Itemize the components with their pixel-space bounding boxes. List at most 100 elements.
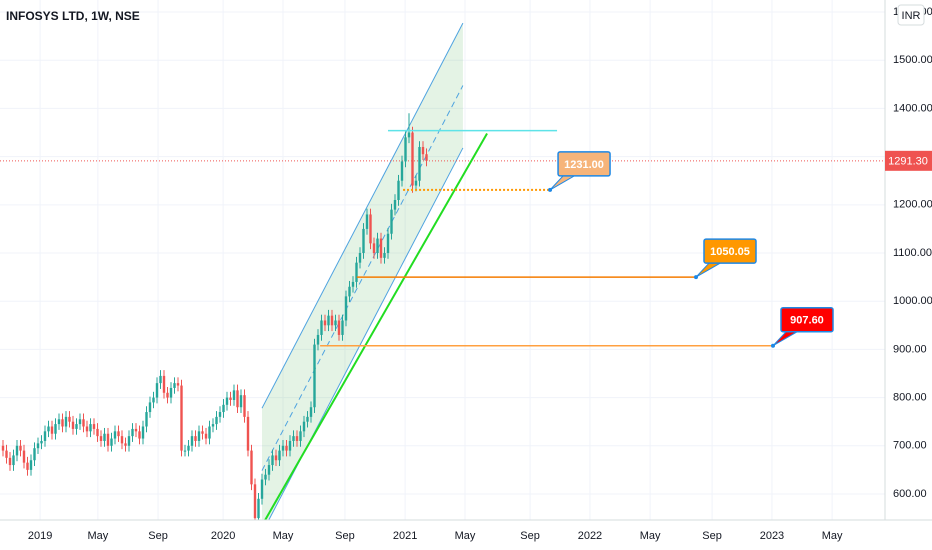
candle-body bbox=[411, 132, 414, 186]
candle-body bbox=[295, 436, 299, 441]
candle-body bbox=[316, 334, 320, 345]
candle-body bbox=[26, 462, 29, 470]
candle-body bbox=[330, 315, 334, 326]
candle-body bbox=[117, 431, 120, 437]
callout-box bbox=[703, 238, 757, 264]
candle-body bbox=[313, 344, 316, 408]
candle-body bbox=[355, 262, 358, 282]
candle-body bbox=[124, 443, 127, 446]
candle-body bbox=[141, 426, 145, 439]
candle-body bbox=[302, 421, 306, 432]
candle-body bbox=[320, 320, 323, 335]
candle-body bbox=[5, 450, 8, 458]
candle-body bbox=[110, 438, 113, 446]
candle-body bbox=[68, 416, 71, 422]
callout-anchor bbox=[548, 187, 553, 192]
candle-body bbox=[250, 450, 253, 485]
callout-box bbox=[780, 306, 834, 333]
y-tick-label: 600.00 bbox=[893, 488, 927, 500]
y-tick-label: 1100.00 bbox=[893, 247, 932, 259]
candle-body bbox=[43, 431, 47, 441]
candle-body bbox=[299, 431, 302, 441]
candle-body bbox=[50, 426, 54, 434]
candle-body bbox=[127, 436, 131, 446]
candle-body bbox=[148, 402, 152, 413]
y-tick-label: 900.00 bbox=[893, 343, 927, 355]
candle-body bbox=[236, 390, 239, 408]
x-tick-label: 2020 bbox=[211, 530, 235, 542]
chart-title: INFOSYS LTD, 1W, NSE bbox=[6, 9, 140, 23]
candle-body bbox=[36, 443, 40, 449]
candle-body bbox=[187, 445, 190, 451]
x-tick-label: Sep bbox=[335, 530, 355, 542]
y-tick-label: 800.00 bbox=[893, 391, 927, 403]
x-tick-label: 2022 bbox=[578, 530, 602, 542]
candle-body bbox=[152, 397, 155, 403]
candle-body bbox=[99, 436, 103, 441]
candle-body bbox=[323, 320, 327, 326]
last-price-label: 1291.30 bbox=[888, 156, 928, 168]
candle-body bbox=[393, 200, 397, 210]
candle-body bbox=[120, 436, 124, 444]
candle-body bbox=[225, 397, 229, 405]
candle-body bbox=[344, 296, 348, 321]
candle-body bbox=[173, 383, 176, 388]
candle-body bbox=[211, 424, 215, 427]
callout-label: 1231.00 bbox=[564, 159, 604, 171]
candle-body bbox=[239, 395, 243, 408]
grid bbox=[0, 0, 885, 520]
currency-button[interactable] bbox=[897, 4, 925, 26]
candle-body bbox=[12, 455, 15, 466]
candle-body bbox=[243, 395, 246, 417]
x-tick-label: 2019 bbox=[28, 530, 52, 542]
candle-body bbox=[19, 445, 22, 451]
candle-body bbox=[204, 433, 208, 439]
callout-label: 1050.05 bbox=[710, 246, 750, 258]
candle-body bbox=[180, 385, 183, 451]
last-price-badge bbox=[885, 150, 932, 171]
candle-body bbox=[222, 404, 225, 413]
time-axis bbox=[0, 520, 932, 550]
candle-body bbox=[194, 436, 197, 441]
callout-anchor bbox=[770, 343, 775, 348]
candle-body bbox=[386, 233, 390, 254]
candle-body bbox=[22, 450, 26, 463]
candle-body bbox=[348, 286, 351, 297]
candle-body bbox=[183, 450, 187, 452]
candle-body bbox=[61, 419, 64, 427]
candle-body bbox=[309, 407, 313, 417]
candle-body bbox=[369, 214, 372, 244]
candle-body bbox=[208, 426, 211, 439]
candle-body bbox=[400, 161, 404, 181]
y-tick-label: 1400.00 bbox=[893, 102, 932, 114]
candle-body bbox=[47, 426, 50, 432]
candle-body bbox=[404, 137, 407, 162]
candle-body bbox=[376, 238, 379, 254]
price-axis bbox=[885, 0, 932, 520]
candle-body bbox=[397, 180, 400, 200]
candle-body bbox=[337, 320, 341, 335]
candle-body bbox=[292, 436, 295, 441]
x-tick-label: May bbox=[640, 530, 661, 542]
candle-body bbox=[190, 436, 194, 446]
candle-body bbox=[131, 428, 134, 437]
drawings: 1231.00 1050.05 907.60 bbox=[264, 129, 834, 521]
candle-body bbox=[390, 209, 393, 234]
currency-label[interactable]: INR bbox=[902, 10, 921, 22]
y-tick-label: 700.00 bbox=[893, 440, 927, 452]
candle-body bbox=[264, 474, 267, 480]
candle-body bbox=[257, 498, 260, 519]
candle-body bbox=[145, 412, 148, 427]
channel-midline bbox=[261, 85, 464, 471]
candle-body bbox=[372, 243, 376, 254]
x-tick-label: May bbox=[87, 530, 108, 542]
candles bbox=[1, 113, 428, 533]
candle-body bbox=[57, 419, 61, 425]
candle-body bbox=[159, 375, 162, 384]
candle-body bbox=[288, 440, 292, 451]
candle-body bbox=[197, 431, 201, 441]
candle-body bbox=[96, 428, 99, 437]
candle-body bbox=[29, 460, 33, 470]
